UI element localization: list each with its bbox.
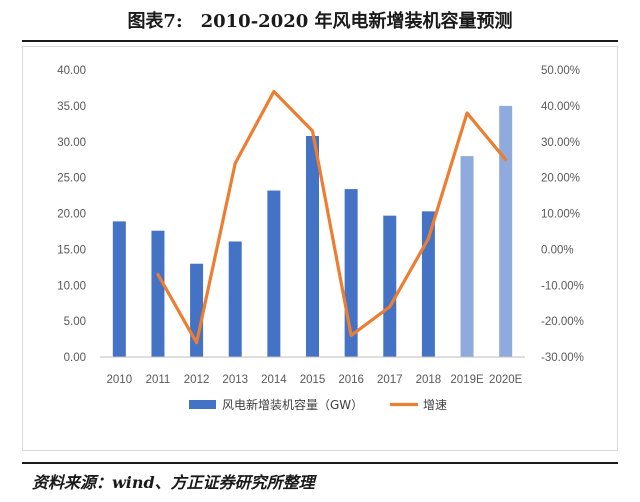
right-tick-label: -30.00% [541,352,584,364]
x-tick-label: 2016 [338,374,364,386]
right-axis-ticks: -30.00% -20.00% -10.00% 0.00% 10.00% 20.00% 30… [541,65,584,364]
right-tick-label: 20.00% [541,173,580,185]
x-tick-label: 2010 [107,374,133,386]
x-tick-label: 2015 [300,374,326,386]
bar [460,156,474,357]
right-tick-label: 40.00% [541,101,580,113]
right-tick-label: -20.00% [541,316,584,328]
legend-bar-label: 风电新增装机容量（GW） [222,397,363,412]
left-tick-label: 40.00 [57,65,86,77]
bar-series [112,105,513,357]
x-tick-label: 2018 [416,374,442,386]
x-tick-label: 2012 [184,374,210,386]
x-tick-label: 2014 [261,374,287,386]
growth-line [156,89,508,345]
left-tick-label: 25.00 [57,173,86,185]
bar [151,230,165,357]
x-tick-label: 2019E [450,374,484,386]
right-tick-label: -10.00% [541,280,584,292]
left-tick-label: 30.00 [57,137,86,149]
bar [228,241,242,357]
right-tick-label: 50.00% [541,65,580,77]
left-tick-label: 20.00 [57,209,86,221]
bar [383,215,397,357]
x-tick-label: 2020E [489,374,523,386]
left-tick-label: 5.00 [64,316,86,328]
legend-line-label: 增速 [423,398,447,412]
x-tick-label: 2017 [377,374,403,386]
right-tick-label: 10.00% [541,209,580,221]
bar [306,136,319,357]
legend-bar-swatch [189,400,216,409]
bar [112,221,126,357]
left-tick-label: 35.00 [57,101,86,113]
chart: 0.00 5.00 10.00 15.00 20.00 25.00 30.00 35.00 40… [57,65,584,412]
left-tick-label: 15.00 [57,244,86,256]
source-rule [22,462,618,464]
bar [499,105,513,357]
right-tick-label: 30.00% [541,137,580,149]
bar [267,190,281,357]
right-tick-label: 0.00% [541,244,574,256]
bar [421,211,435,357]
left-axis-ticks: 0.00 5.00 10.00 15.00 20.00 25.00 30.00 35.00 40… [57,65,86,364]
figure-title: 图表7: 2010-2020 年风电新增装机容量预测 [127,11,513,32]
left-tick-label: 0.00 [64,352,86,364]
source-note: 资料来源：wind、方正证券研究所整理 [32,473,315,492]
legend: 风电新增装机容量（GW） 增速 [189,397,447,412]
x-axis-ticks: 2010 2011 2012 2013 2014 2015 2016 2017 2018 2019… [107,374,523,386]
x-tick-label: 2013 [222,374,248,386]
left-tick-label: 10.00 [57,280,86,292]
x-tick-label: 2011 [146,374,171,386]
title-rule [22,40,618,42]
